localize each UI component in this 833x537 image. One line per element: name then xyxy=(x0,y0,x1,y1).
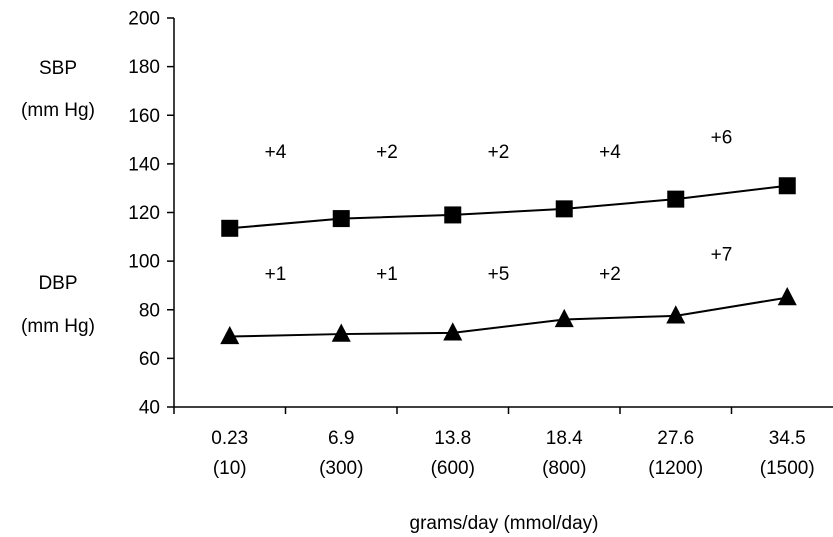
x-category-sublabel: (1200) xyxy=(648,458,703,479)
dbp-series-line xyxy=(229,296,788,338)
x-category-label: 6.9 xyxy=(328,428,354,449)
sbp-increment-label: +4 xyxy=(265,142,287,163)
y-tick-label: 160 xyxy=(128,106,160,127)
x-category-sublabel: (800) xyxy=(542,458,586,479)
x-category-sublabel: (1500) xyxy=(760,458,815,479)
y-tick-label: 40 xyxy=(139,398,160,419)
sbp-series-line xyxy=(229,184,788,230)
x-category-label: 13.8 xyxy=(434,428,471,449)
y-tick-label: 140 xyxy=(128,154,160,175)
dbp-increment-label: +7 xyxy=(711,244,733,265)
dbp-point xyxy=(331,323,351,342)
x-category-sublabel: (600) xyxy=(431,458,475,479)
x-category-sublabel: (300) xyxy=(319,458,363,479)
dbp-point xyxy=(554,308,574,328)
y-tick-label: 180 xyxy=(128,57,160,78)
sbp-increment-label: +2 xyxy=(488,142,510,163)
sbp-point xyxy=(667,190,685,208)
sbp-unit-label: (mm Hg) xyxy=(21,100,95,121)
dbp-increment-label: +5 xyxy=(488,264,510,285)
sbp-increment-label: +6 xyxy=(711,128,733,149)
y-tick-label: 100 xyxy=(128,252,160,273)
dbp-point xyxy=(220,325,240,345)
sbp-point xyxy=(332,210,350,228)
x-axis-title: grams/day (mmol/day) xyxy=(410,513,599,534)
x-category-label: 18.4 xyxy=(546,428,583,449)
dbp-increment-label: +2 xyxy=(599,264,621,285)
sbp-point xyxy=(221,219,239,237)
x-category-label: 0.23 xyxy=(211,428,248,449)
y-ticks: 40 60 80 100 120 140 160 180 200 xyxy=(128,9,174,419)
y-tick-label: 80 xyxy=(139,300,160,321)
sbp-increment-label: +4 xyxy=(599,142,621,163)
sbp-point xyxy=(555,200,573,218)
sbp-label: SBP xyxy=(39,58,77,79)
dbp-unit-label: (mm Hg) xyxy=(21,316,95,337)
x-ticks: 0.23 (10) 6.9 (300) 13.8 (600) 18.4 (800) 27.6 (1… xyxy=(173,407,815,479)
increments-layer: +4 +2 +2 +4 +6 +1 +1 +5 +2 +7 xyxy=(265,128,733,285)
dbp-point xyxy=(666,305,686,324)
dbp-point xyxy=(443,322,463,341)
dbp-label: DBP xyxy=(38,273,77,294)
y-tick-label: 120 xyxy=(128,203,160,224)
sbp-point xyxy=(778,177,796,195)
x-category-label: 34.5 xyxy=(769,428,806,449)
y-tick-label: 200 xyxy=(128,9,160,30)
sbp-point xyxy=(444,206,462,224)
series-layer xyxy=(220,177,797,345)
dbp-increment-label: +1 xyxy=(265,264,287,285)
dbp-increment-label: +1 xyxy=(376,264,398,285)
x-category-label: 27.6 xyxy=(657,428,694,449)
y-tick-label: 60 xyxy=(139,349,160,370)
dbp-point xyxy=(777,287,797,306)
sbp-increment-label: +2 xyxy=(376,142,398,163)
x-category-sublabel: (10) xyxy=(213,458,247,479)
